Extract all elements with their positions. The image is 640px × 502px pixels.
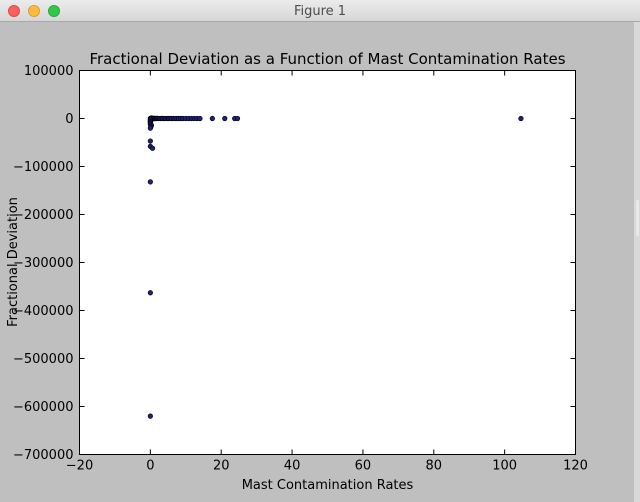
data-point (149, 145, 156, 151)
y-axis-ticks: 100000 0 −100000 −200000 −300000 −400000 −5000… (13, 64, 576, 463)
data-point (234, 115, 241, 122)
resize-handle[interactable] (636, 200, 639, 236)
chart-title: Fractional Deviation as a Function of Ma… (89, 50, 565, 68)
window-title: Figure 1 (293, 4, 347, 19)
x-tick-label: 80 (426, 459, 443, 474)
maximize-button[interactable] (48, 5, 60, 17)
data-point (518, 115, 524, 122)
x-axis-ticks: −20 0 20 40 60 80 100 120 (66, 70, 588, 474)
x-tick-label: 20 (213, 459, 230, 474)
y-tick-label: −100000 (13, 160, 74, 175)
y-tick-label: −400000 (13, 304, 74, 319)
data-point (222, 115, 228, 122)
x-tick-label: 100 (492, 459, 517, 474)
x-tick-label: 0 (146, 459, 154, 474)
y-tick-label: −500000 (13, 352, 74, 367)
y-tick-label: 100000 (24, 64, 74, 79)
x-tick-label: 120 (563, 459, 588, 474)
minimize-button[interactable] (28, 5, 40, 17)
close-button[interactable] (8, 5, 20, 17)
x-tick-label: 60 (355, 459, 372, 474)
title-bar[interactable]: Figure 1 (0, 0, 640, 22)
data-point (209, 115, 215, 122)
data-points (147, 115, 524, 419)
data-point (147, 125, 153, 131)
x-axis-label: Mast Contamination Rates (242, 478, 414, 493)
y-tick-label: −600000 (13, 400, 74, 415)
x-tick-label: 40 (284, 459, 301, 474)
x-tick-label: −20 (66, 459, 93, 474)
y-tick-label: −200000 (13, 208, 74, 223)
plot-area (79, 70, 576, 455)
y-tick-label: 0 (65, 112, 73, 127)
data-point (147, 179, 153, 185)
y-tick-label: −700000 (13, 448, 74, 463)
data-point (147, 138, 153, 144)
y-axis-label: Fractional Deviation (6, 197, 21, 327)
y-tick-label: −300000 (13, 256, 74, 271)
data-point (147, 290, 153, 296)
window-resize-edge[interactable] (634, 22, 640, 502)
data-point (197, 115, 203, 122)
data-point (147, 413, 153, 419)
